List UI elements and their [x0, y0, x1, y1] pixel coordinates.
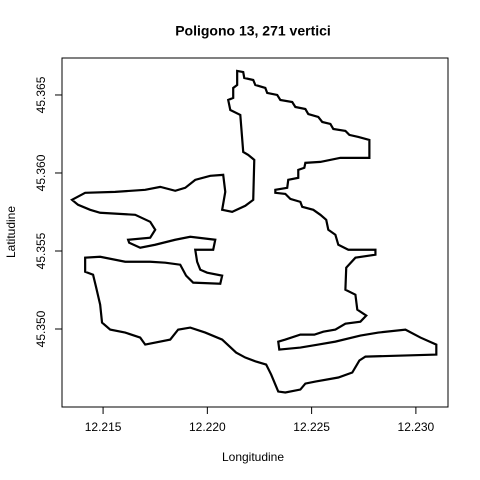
chart-title: Poligono 13, 271 vertici [175, 23, 331, 39]
x-tick-label: 12.230 [398, 420, 435, 434]
x-tick-label: 12.220 [189, 420, 226, 434]
x-tick-label: 12.215 [85, 420, 122, 434]
plot-frame [61, 57, 449, 408]
y-tick-label: 45.350 [34, 310, 48, 347]
polygon-outline [70, 69, 438, 394]
y-tick-label: 45.360 [34, 154, 48, 191]
y-tick-label: 45.365 [34, 76, 48, 113]
x-axis-label: Longitudine [222, 450, 284, 464]
x-tick-label: 12.225 [293, 420, 330, 434]
y-axis-label: Latitudine [4, 206, 18, 258]
y-tick-label: 45.355 [34, 232, 48, 269]
